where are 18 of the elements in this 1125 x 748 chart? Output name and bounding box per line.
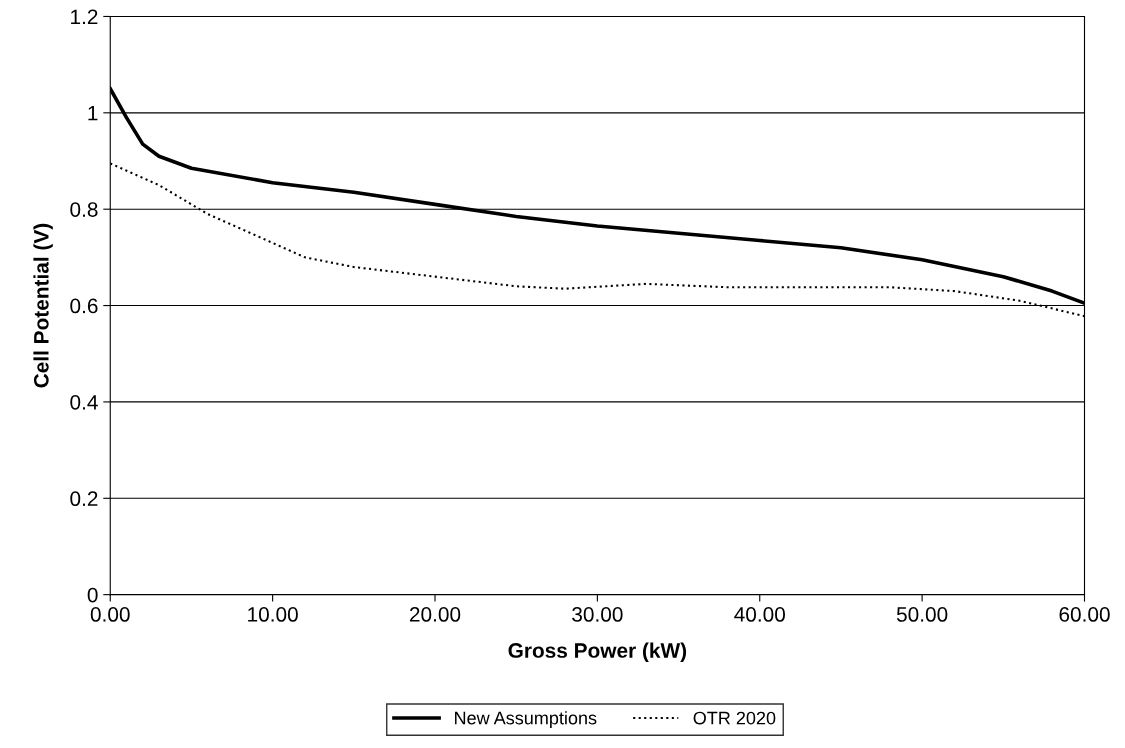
y-tick-label: 1 <box>88 106 98 121</box>
y-axis-title: Cell Potential (V) <box>33 223 53 388</box>
y-tick-label: 0.4 <box>70 394 98 410</box>
x-tick-label: 50.00 <box>896 607 948 622</box>
y-tick-label: 0.8 <box>70 202 98 217</box>
y-tick-label: 0 <box>87 587 98 603</box>
x-tick-label: 20.00 <box>409 607 461 622</box>
x-tick-label: 30.00 <box>572 607 623 622</box>
legend-label: New Assumptions <box>455 711 597 729</box>
legend-label: OTR 2020 <box>693 711 776 725</box>
y-tick-label: 0.6 <box>70 298 98 314</box>
x-tick-label: 60.00 <box>1059 607 1110 622</box>
x-axis-title: Gross Power (kW) <box>508 642 687 662</box>
y-tick-label: 0.2 <box>70 491 98 507</box>
x-tick-label: 40.00 <box>734 607 785 622</box>
x-tick-label: 10.00 <box>248 607 298 622</box>
y-tick-label: 1.2 <box>71 9 98 24</box>
x-tick-label: 0.00 <box>90 607 130 622</box>
